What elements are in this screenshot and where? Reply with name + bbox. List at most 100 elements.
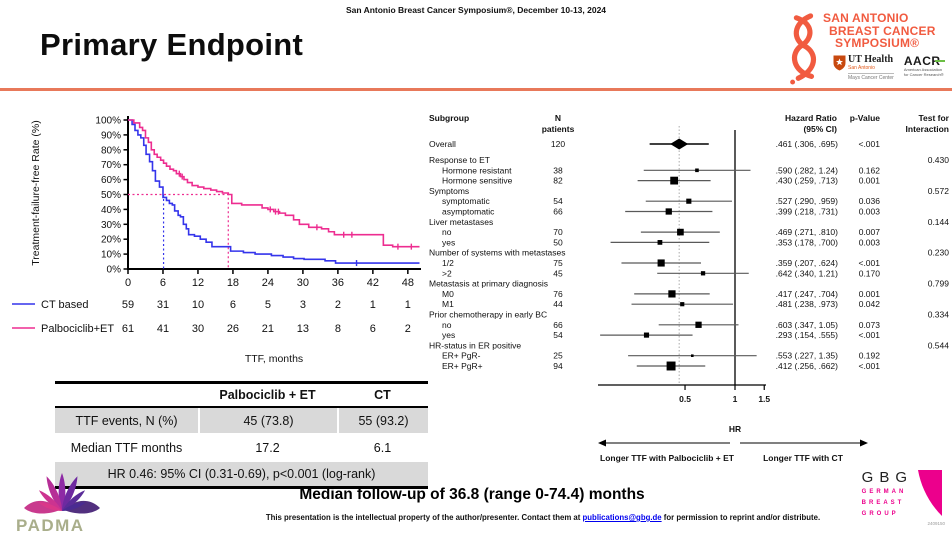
aacr-subtext-2: for Cancer Research®: [903, 72, 944, 77]
risk-row: CT based 59 31 10 6 5 3 2 1 1: [12, 299, 411, 311]
svg-text:75: 75: [553, 258, 563, 268]
svg-text:70%: 70%: [101, 160, 121, 171]
svg-text:6: 6: [160, 277, 166, 289]
footer-text-pre: This presentation is the intellectual pr…: [265, 513, 583, 522]
svg-text:p-Value: p-Value: [850, 113, 881, 123]
svg-text:54: 54: [553, 196, 563, 206]
svg-text:Test for: Test for: [918, 113, 949, 123]
results-table: Palbociclib + ET CT TTF events, N (%) 45 (7…: [55, 381, 428, 489]
svg-text:Metastasis at primary diagnosi: Metastasis at primary diagnosis: [429, 279, 548, 289]
svg-text:Longer TTF with Palbociclib +: Longer TTF with Palbociclib + ET: [600, 453, 735, 463]
footer-text-post: for permission to reprint and/or distrib…: [661, 513, 821, 522]
svg-text:Interaction: Interaction: [906, 124, 949, 134]
svg-text:48: 48: [402, 277, 414, 289]
svg-text:Liver metastases: Liver metastases: [429, 217, 493, 227]
svg-text:20%: 20%: [101, 235, 121, 246]
svg-text:no: no: [442, 227, 452, 237]
svg-text:0.001: 0.001: [859, 289, 881, 299]
svg-text:10%: 10%: [101, 250, 121, 261]
gbg-subline-3: GROUP: [861, 511, 899, 517]
svg-text:<.001: <.001: [858, 258, 880, 268]
svg-text:66: 66: [553, 207, 563, 217]
svg-text:Symptoms: Symptoms: [429, 186, 469, 196]
gbg-wordmark: GBG: [861, 469, 913, 486]
svg-text:66: 66: [553, 320, 563, 330]
forest-row: yes 50 .353 (.178, .700) 0.003: [442, 237, 880, 247]
svg-text:.469 (.271, .810): .469 (.271, .810): [776, 227, 839, 237]
km-chart: 0%10%20%30%40%50%60%70%80%90%100%0 6 12 18 2…: [12, 116, 421, 365]
svg-text:<.001: <.001: [858, 330, 880, 340]
svg-text:.527 (.290, .959): .527 (.290, .959): [776, 196, 839, 206]
svg-text:50: 50: [553, 237, 563, 247]
svg-text:0.230: 0.230: [928, 248, 950, 258]
svg-text:26: 26: [227, 323, 239, 335]
svg-text:.642 (.340, 1.21): .642 (.340, 1.21): [776, 268, 839, 278]
symposium-header: San Antonio Breast Cancer Symposium®, De…: [345, 5, 607, 15]
contact-email-link[interactable]: publications@gbg.de: [582, 513, 662, 522]
svg-text:patients: patients: [542, 124, 575, 134]
results-table-header: Palbociclib + ET CT: [55, 384, 428, 408]
svg-text:CT based: CT based: [41, 299, 89, 311]
svg-text:6: 6: [370, 323, 376, 335]
svg-text:M1: M1: [442, 299, 454, 309]
svg-text:8: 8: [335, 323, 341, 335]
svg-text:18: 18: [227, 277, 239, 289]
svg-text:0.544: 0.544: [928, 340, 950, 350]
svg-text:59: 59: [122, 299, 134, 311]
svg-text:12: 12: [192, 277, 204, 289]
svg-text:0.5: 0.5: [679, 394, 691, 404]
svg-text:90%: 90%: [101, 130, 121, 141]
svg-text:yes: yes: [442, 330, 455, 340]
forest-row: symptomatic 54 .527 (.290, .959) 0.036: [442, 196, 880, 206]
svg-text:0.799: 0.799: [928, 279, 950, 289]
svg-text:.603 (.347, 1.05): .603 (.347, 1.05): [776, 320, 839, 330]
padma-lotus-icon: [24, 473, 100, 514]
svg-text:.590 (.282, 1.24): .590 (.282, 1.24): [776, 165, 839, 175]
svg-text:Longer TTF with CT: Longer TTF with CT: [763, 453, 844, 463]
svg-text:0.003: 0.003: [859, 237, 881, 247]
svg-text:1.5: 1.5: [758, 394, 770, 404]
svg-text:94: 94: [553, 361, 563, 371]
svg-text:42: 42: [367, 277, 379, 289]
svg-text:asymptomatic: asymptomatic: [442, 207, 495, 217]
svg-text:.293 (.154, .555): .293 (.154, .555): [776, 330, 839, 340]
svg-text:.461 (.306, .695): .461 (.306, .695): [776, 139, 839, 149]
aacr-logo: AACR American Association for Cancer Res…: [903, 55, 945, 78]
svg-text:.481 (.238, .973): .481 (.238, .973): [776, 299, 839, 309]
svg-text:80%: 80%: [101, 145, 121, 156]
svg-text:0.334: 0.334: [928, 310, 950, 320]
svg-text:Treatment-failure-free Rate (%: Treatment-failure-free Rate (%): [30, 120, 42, 266]
sabcs-wordmark: SAN ANTONIO BREAST CANCER SYMPOSIUM® UT …: [823, 12, 945, 81]
forest-row: Symptoms 0.572: [429, 186, 949, 196]
forest-row: Metastasis at primary diagnosis 0.799: [429, 279, 949, 289]
forest-row: Hormone resistant 38 .590 (.282, 1.24) 0.16…: [442, 165, 880, 175]
forest-row: M1 44 .481 (.238, .973) 0.042: [442, 299, 880, 309]
svg-text:1: 1: [405, 299, 411, 311]
svg-text:>2: >2: [442, 268, 452, 278]
forest-row: Response to ET 0.430: [429, 155, 949, 165]
sabcs-line-2: BREAST CANCER: [829, 23, 936, 38]
svg-text:50%: 50%: [101, 190, 121, 201]
svg-text:61: 61: [122, 323, 134, 335]
svg-text:.553 (.227, 1.35): .553 (.227, 1.35): [776, 351, 839, 361]
svg-text:60%: 60%: [101, 175, 121, 186]
table-row: Median TTF months 17.2 6.1: [55, 435, 428, 460]
svg-text:54: 54: [553, 330, 563, 340]
sabcs-line-3: SYMPOSIUM®: [835, 36, 920, 50]
svg-text:Overall: Overall: [429, 139, 456, 149]
svg-text:30: 30: [297, 277, 309, 289]
svg-text:Subgroup: Subgroup: [429, 113, 469, 123]
svg-text:13: 13: [297, 323, 309, 335]
forest-row: Overall 120 .461 (.306, .695) <.001: [429, 138, 880, 150]
svg-text:(95% CI): (95% CI): [803, 124, 837, 134]
svg-text:0.036: 0.036: [859, 196, 881, 206]
svg-text:41: 41: [157, 323, 169, 335]
svg-text:0.144: 0.144: [928, 217, 950, 227]
svg-text:Hormone resistant: Hormone resistant: [442, 165, 512, 175]
svg-text:30: 30: [192, 323, 204, 335]
km-median-lines: [128, 193, 229, 269]
svg-text:1: 1: [733, 394, 738, 404]
svg-text:<.001: <.001: [858, 361, 880, 371]
